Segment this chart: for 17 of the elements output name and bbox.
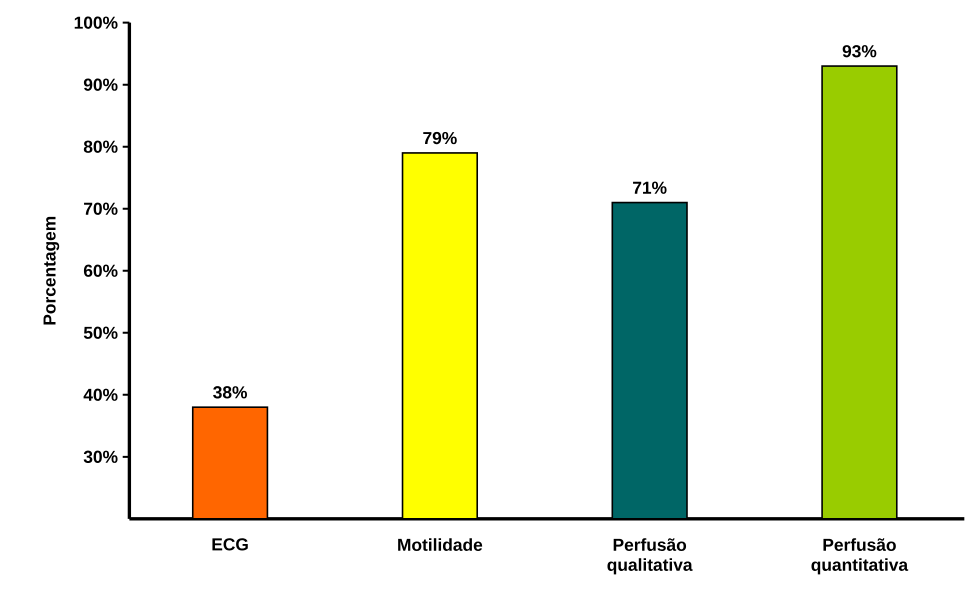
y-tick-label: 40% [84,388,118,402]
y-tick-label: 50% [84,326,118,340]
x-tick-label: ECG [212,538,248,551]
y-tick-label: 60% [84,264,118,278]
data-label: 79% [423,132,457,144]
y-tick-label: 90% [84,78,118,92]
y-tick-label: 30% [84,450,118,464]
data-label: 71% [633,182,667,194]
x-tick-label: Motilidade [398,538,482,552]
x-tick-label: Perfusão qualitativa [607,538,693,575]
data-label: 38% [213,386,247,399]
x-tick-label: Perfusão quantitativa [811,538,908,575]
y-tick-label: 80% [84,140,118,154]
y-tick-label: 100% [74,16,118,30]
y-tick-label: 70% [84,202,118,216]
y-axis-title: Porcentagem [44,217,60,325]
data-label: 93% [842,45,876,58]
